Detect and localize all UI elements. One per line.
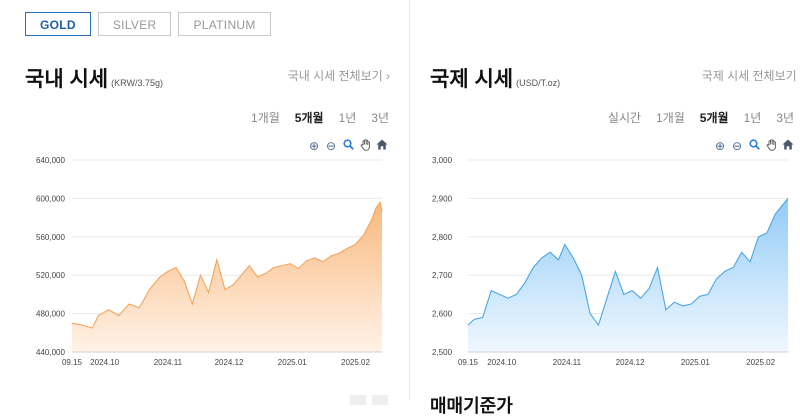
- tab-platinum[interactable]: PLATINUM: [178, 12, 271, 36]
- international-price-chart: 2,500 2,600 2,700 2,800 2,900 3,000 09.15 2024.…: [432, 156, 789, 367]
- x-tick-label: 2024.10: [487, 358, 516, 367]
- y-tick-label: 2,500: [432, 348, 453, 357]
- x-tick-label: 2025.01: [681, 358, 710, 367]
- international-period-selector: 실시간 1개월 5개월 1년 3년: [608, 109, 794, 126]
- x-tick-label: 2025.02: [746, 358, 775, 367]
- y-tick-label: 640,000: [36, 156, 65, 165]
- y-tick-label: 2,700: [432, 271, 453, 280]
- international-title: 국제 시세 (USD/T.oz): [430, 63, 560, 93]
- international-view-all-link[interactable]: 국제 시세 전체보기 ›: [701, 69, 800, 83]
- tab-silver[interactable]: SILVER: [97, 12, 172, 36]
- x-tick-label: 2025.01: [278, 358, 307, 367]
- international-title-text: 국제 시세: [430, 68, 514, 91]
- domestic-unit: (KRW/3.75g): [111, 78, 163, 88]
- y-tick-label: 600,000: [36, 194, 65, 203]
- price-line: [71, 200, 383, 329]
- international-panel: 국제 시세 (USD/T.oz) 국제 시세 전체보기 › 실시간 1개월 5개월…: [410, 0, 800, 400]
- domestic-price-chart: 440,000 480,000 520,000 560,000 600,000 640,0…: [36, 156, 383, 367]
- domestic-period-3y[interactable]: 3년: [371, 111, 389, 125]
- y-tick-label: 2,900: [432, 194, 453, 203]
- metal-tabs: GOLD SILVER PLATINUM: [25, 12, 271, 36]
- domestic-title: 국내 시세 (KRW/3.75g): [25, 63, 163, 93]
- domestic-period-5m[interactable]: 5개월: [294, 111, 324, 125]
- zoom-out-icon[interactable]: ⊖: [325, 139, 337, 153]
- price-area: [72, 202, 382, 352]
- international-period-realtime[interactable]: 실시간: [607, 111, 642, 125]
- magnifier-icon[interactable]: [747, 139, 761, 154]
- y-tick-label: 2,600: [432, 310, 453, 319]
- x-tick-label: 2024.12: [215, 358, 244, 367]
- slide-prev-button[interactable]: [350, 395, 366, 405]
- magnifier-icon[interactable]: [341, 139, 355, 154]
- x-tick-label: 2024.12: [616, 358, 645, 367]
- international-chart-toolbar: ⊕ ⊖: [713, 139, 795, 154]
- domestic-period-selector: 1개월 5개월 1년 3년: [251, 109, 389, 126]
- zoom-in-icon[interactable]: ⊕: [714, 139, 726, 153]
- x-tick-label: 2024.10: [90, 358, 119, 367]
- international-period-3y[interactable]: 3년: [776, 111, 794, 125]
- price-area: [468, 198, 788, 352]
- x-tick-label: 2024.11: [154, 358, 183, 367]
- domestic-period-1m[interactable]: 1개월: [251, 111, 280, 125]
- zoom-out-icon[interactable]: ⊖: [731, 139, 743, 153]
- y-tick-label: 480,000: [36, 310, 65, 319]
- domestic-title-text: 국내 시세: [25, 68, 109, 91]
- domestic-panel: 국내 시세 (KRW/3.75g) 국내 시세 전체보기 › 1개월 5개월 1년…: [0, 0, 400, 405]
- x-tick-label: 2025.02: [341, 358, 370, 367]
- panel-divider: [409, 0, 410, 400]
- y-tick-label: 2,800: [432, 233, 453, 242]
- hand-pan-icon[interactable]: [358, 139, 372, 154]
- y-tick-label: 440,000: [36, 348, 65, 357]
- y-tick-label: 520,000: [36, 271, 65, 280]
- international-period-5m[interactable]: 5개월: [699, 111, 729, 125]
- domestic-view-all-link[interactable]: 국내 시세 전체보기 ›: [287, 69, 390, 83]
- x-tick-label: 09.15: [458, 358, 479, 367]
- international-unit: (USD/T.oz): [516, 78, 561, 88]
- y-tick-label: 560,000: [36, 233, 65, 242]
- trade-section-title: 매매기준가: [430, 396, 513, 416]
- price-line: [467, 198, 789, 327]
- international-period-1m[interactable]: 1개월: [656, 111, 685, 125]
- slide-next-button[interactable]: [372, 395, 388, 405]
- x-tick-label: 09.15: [62, 358, 83, 367]
- x-tick-label: 2024.11: [553, 358, 582, 367]
- hand-pan-icon[interactable]: [764, 139, 778, 154]
- international-period-1y[interactable]: 1년: [743, 111, 762, 125]
- domestic-chart-toolbar: ⊕ ⊖: [307, 139, 389, 154]
- y-tick-label: 3,000: [432, 156, 453, 165]
- zoom-in-icon[interactable]: ⊕: [308, 139, 320, 153]
- home-icon[interactable]: [781, 139, 795, 154]
- home-icon[interactable]: [375, 139, 389, 154]
- tab-gold[interactable]: GOLD: [25, 12, 91, 36]
- domestic-period-1y[interactable]: 1년: [338, 111, 357, 125]
